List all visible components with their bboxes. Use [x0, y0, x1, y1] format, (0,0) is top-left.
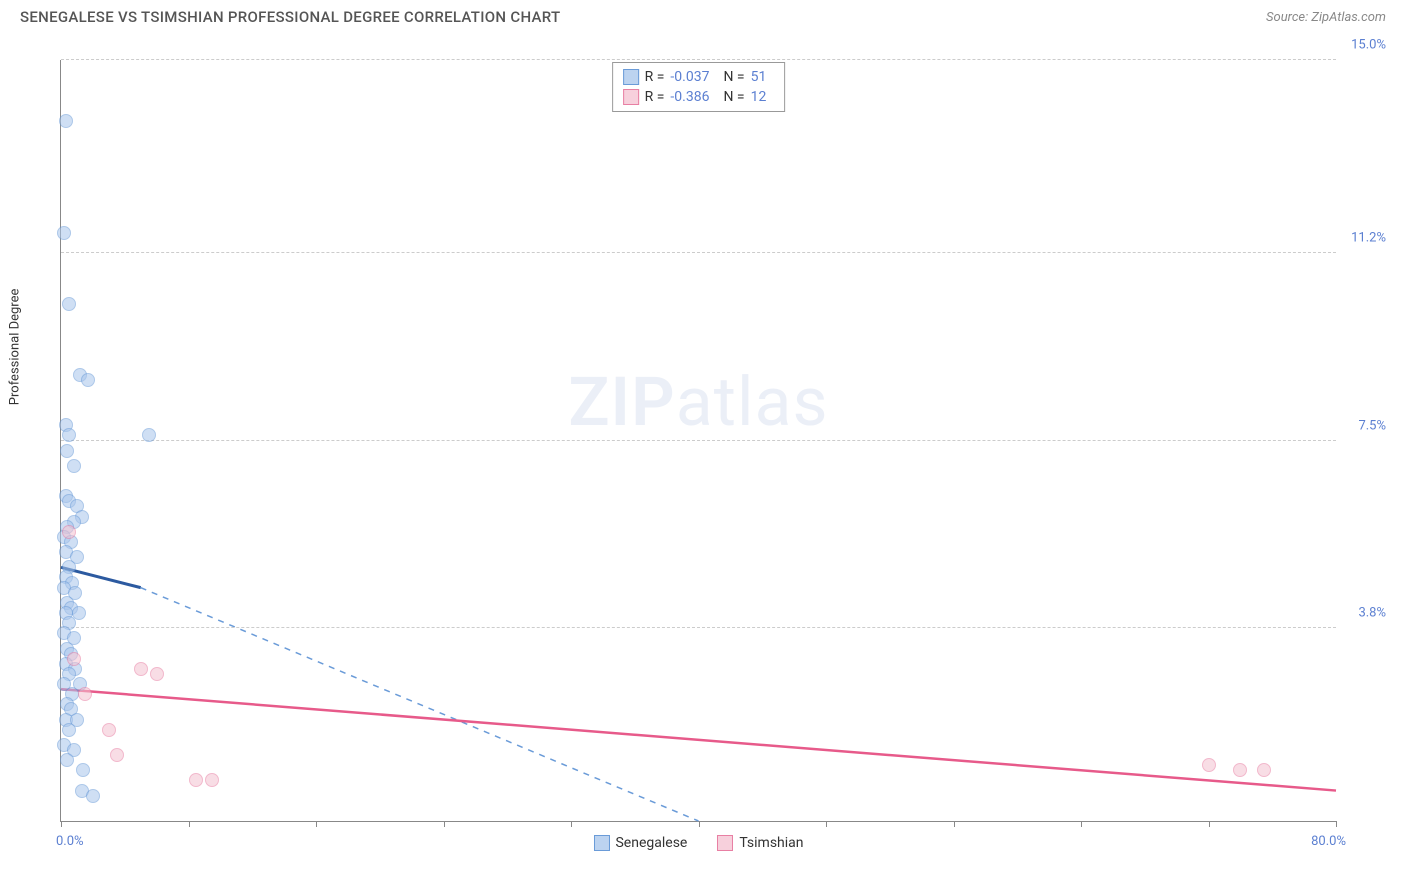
data-point: [60, 444, 74, 458]
data-point: [67, 652, 81, 666]
legend-stat-row: R = -0.386 N = 12: [623, 87, 775, 107]
legend-label: Tsimshian: [739, 835, 803, 851]
data-point: [1233, 763, 1247, 777]
watermark: ZIPatlas: [568, 362, 828, 442]
legend-item: Senegalese: [593, 835, 687, 851]
x-tick: [316, 821, 317, 827]
gridline: [61, 252, 1336, 253]
data-point: [62, 525, 76, 539]
x-tick: [699, 821, 700, 827]
legend-series: Senegalese Tsimshian: [593, 835, 803, 851]
n-value: 12: [751, 89, 767, 105]
trend-line: [61, 689, 1336, 790]
data-point: [189, 773, 203, 787]
n-value: 51: [751, 69, 767, 85]
data-point: [86, 789, 100, 803]
x-tick: [444, 821, 445, 827]
y-tick-label: 3.8%: [1338, 606, 1386, 621]
y-tick-label: 11.2%: [1338, 230, 1386, 245]
x-max-label: 80.0%: [1311, 834, 1346, 849]
data-point: [150, 667, 164, 681]
data-point: [60, 753, 74, 767]
data-point: [59, 114, 73, 128]
data-point: [57, 226, 71, 240]
x-tick: [571, 821, 572, 827]
y-tick-label: 7.5%: [1338, 418, 1386, 433]
x-tick: [189, 821, 190, 827]
legend-stats: R = -0.037 N = 51 R = -0.386 N = 12: [612, 62, 786, 112]
data-point: [205, 773, 219, 787]
n-label: N =: [723, 89, 744, 105]
r-label: R =: [645, 89, 665, 105]
data-point: [134, 662, 148, 676]
x-tick: [1081, 821, 1082, 827]
data-point: [67, 459, 81, 473]
legend-swatch: [623, 69, 639, 85]
data-point: [62, 723, 76, 737]
chart-header: SENEGALESE VS TSIMSHIAN PROFESSIONAL DEG…: [0, 0, 1406, 38]
data-point: [78, 687, 92, 701]
r-value: -0.037: [670, 69, 709, 85]
chart-container: Professional Degree ZIPatlas R =-0.037N …: [20, 40, 1386, 872]
gridline: [61, 627, 1336, 628]
x-tick: [954, 821, 955, 827]
data-point: [76, 763, 90, 777]
legend-swatch: [593, 835, 609, 851]
legend-swatch: [623, 89, 639, 105]
x-tick: [826, 821, 827, 827]
data-point: [1257, 763, 1271, 777]
data-point: [62, 428, 76, 442]
data-point: [62, 297, 76, 311]
legend-swatch: [717, 835, 733, 851]
x-min-label: 0.0%: [56, 834, 84, 849]
legend-item: Tsimshian: [717, 835, 803, 851]
x-tick: [1336, 821, 1337, 827]
legend-stat-row: R = -0.037 N = 51: [623, 67, 775, 87]
n-label: N =: [723, 69, 744, 85]
data-point: [1202, 758, 1216, 772]
r-value: -0.386: [670, 89, 709, 105]
source-label: Source: ZipAtlas.com: [1266, 10, 1386, 25]
r-label: R =: [645, 69, 665, 85]
y-tick-label: 15.0%: [1338, 38, 1386, 53]
trend-lines-layer: [61, 60, 1336, 821]
gridline: [61, 440, 1336, 441]
y-axis-label: Professional Degree: [8, 289, 23, 406]
legend-label: Senegalese: [615, 835, 687, 851]
trend-line-dashed: [141, 588, 699, 821]
data-point: [142, 428, 156, 442]
data-point: [81, 373, 95, 387]
gridline: [61, 59, 1336, 60]
plot-area: ZIPatlas R =-0.037N =51R =-0.386N =12 Se…: [60, 60, 1336, 822]
x-tick: [1209, 821, 1210, 827]
data-point: [102, 723, 116, 737]
data-point: [110, 748, 124, 762]
x-tick: [61, 821, 62, 827]
chart-title: SENEGALESE VS TSIMSHIAN PROFESSIONAL DEG…: [20, 8, 560, 26]
